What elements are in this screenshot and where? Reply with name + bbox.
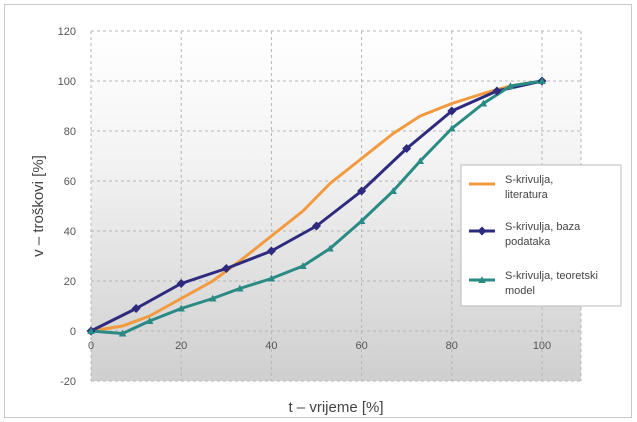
- data-point-series-3: [208, 294, 217, 302]
- data-point-series-2: [176, 279, 186, 288]
- data-point-series-3: [357, 217, 366, 225]
- y-tick-label: 80: [64, 126, 76, 138]
- y-tick-label: 40: [64, 226, 76, 238]
- x-axis-title: t – vrijeme [%]: [288, 399, 383, 416]
- chart-frame: -20 0 20 40 60 80 100 120 0 20 40 60 80 100 S-krivul…: [4, 4, 632, 418]
- series-line-1: [89, 79, 544, 333]
- legend-label-1: S-krivulja,: [505, 174, 553, 186]
- data-point-series-2: [402, 144, 412, 153]
- legend-label-2: podataka: [505, 236, 551, 248]
- data-point-series-3: [118, 329, 127, 337]
- y-axis-title: v – troškovi [%]: [30, 155, 47, 257]
- legend-label-2: S-krivulja, baza: [505, 221, 581, 233]
- x-tick-label: 60: [355, 340, 367, 352]
- y-tick-label: 120: [58, 26, 76, 38]
- data-point-series-3: [506, 82, 515, 90]
- y-axis-ticks: -20 0 20 40 60 80 100 120: [58, 26, 76, 388]
- data-point-series-3: [479, 99, 488, 107]
- y-tick-label: 20: [64, 276, 76, 288]
- data-point-series-2: [221, 264, 231, 273]
- data-point-series-3: [389, 187, 397, 195]
- x-tick-label: 80: [446, 340, 458, 352]
- data-point-series-3: [326, 244, 334, 252]
- x-tick-label: 40: [265, 340, 277, 352]
- data-point-series-3: [267, 274, 276, 282]
- x-axis-ticks: 0 20 40 60 80 100: [88, 340, 551, 352]
- legend-box: [460, 164, 622, 307]
- data-point-series-2: [131, 304, 141, 313]
- legend-marker-2: [477, 226, 487, 236]
- data-point-series-2: [266, 246, 276, 256]
- x-tick-label: 20: [175, 340, 187, 352]
- data-point-series-3: [538, 77, 546, 85]
- legend-label-1: literatura: [505, 189, 549, 201]
- data-point-series-3: [416, 157, 425, 165]
- legend: S-krivulja, literatura S-krivulja, baza pod…: [469, 174, 598, 297]
- y-tick-label: 100: [58, 76, 76, 88]
- y-tick-label: -20: [60, 376, 76, 388]
- data-point-series-3: [448, 124, 456, 132]
- data-point-series-3: [299, 262, 307, 270]
- data-point-series-3: [145, 317, 154, 325]
- y-tick-label: 0: [70, 326, 76, 338]
- series-line-3: [89, 79, 544, 335]
- data-point-series-3: [236, 284, 244, 292]
- x-tick-label: 0: [88, 340, 94, 352]
- line-chart: -20 0 20 40 60 80 100 120 0 20 40 60 80 100 S-krivul…: [30, 26, 622, 416]
- series-markers: [86, 76, 547, 337]
- legend-label-3: S-krivulja, teoretski: [505, 270, 598, 282]
- legend-label-3: model: [505, 285, 535, 297]
- data-point-series-3: [177, 304, 185, 312]
- x-tick-label: 100: [533, 340, 551, 352]
- data-point-series-2: [312, 221, 321, 231]
- y-tick-label: 60: [64, 176, 76, 188]
- data-point-series-3: [87, 327, 95, 335]
- data-point-series-2: [357, 186, 367, 196]
- data-point-series-2: [492, 86, 502, 96]
- legend-marker-3: [478, 276, 486, 284]
- data-point-series-2: [447, 106, 457, 116]
